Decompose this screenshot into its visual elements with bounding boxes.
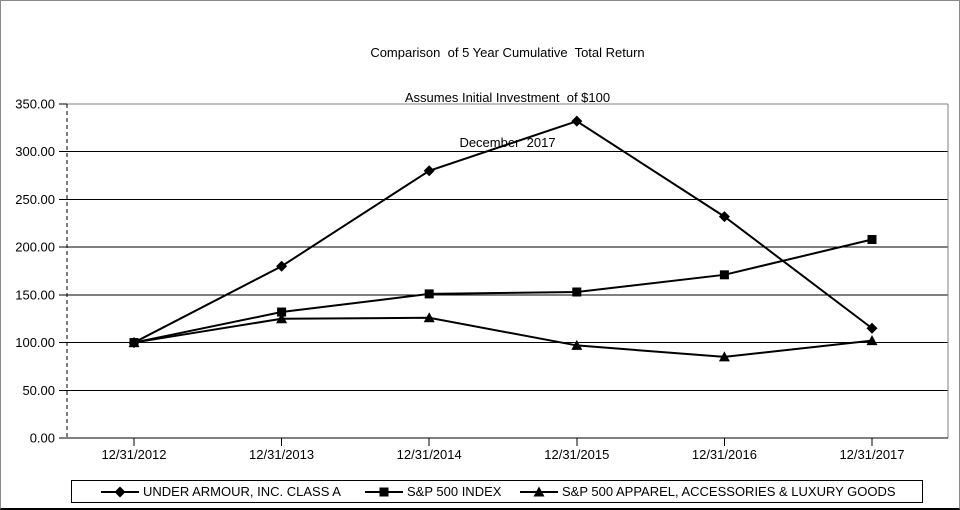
legend-marker-diamond — [101, 486, 139, 497]
triangle-marker — [128, 337, 140, 348]
x-axis-tick-label: 12/31/2016 — [692, 447, 757, 462]
legend-item-sp500-apparel: S&P 500 APPAREL, ACCESSORIES & LUXURY GO… — [520, 481, 896, 502]
x-axis-tick-label: 12/31/2014 — [397, 447, 462, 462]
chart-subtitle: Assumes Initial Investment of $100 — [404, 90, 611, 105]
diamond-marker — [114, 486, 126, 497]
series-line-1 — [133, 238, 873, 344]
series-line-2 — [133, 316, 873, 358]
y-axis-tick-label: 50.00 — [22, 383, 55, 398]
legend-marker-triangle — [520, 486, 558, 496]
legend-diamond-marker-icon — [101, 486, 139, 498]
x-axis-tick-label: 12/31/2013 — [249, 447, 314, 462]
triangle-marker — [571, 339, 583, 350]
legend-label-sp500: S&P 500 INDEX — [407, 484, 502, 499]
y-axis-tick-label: 150.00 — [15, 287, 55, 302]
y-axis-tick-label: 250.00 — [15, 192, 55, 207]
chart-title: Comparison of 5 Year Cumulative Total Re… — [370, 45, 645, 60]
square-marker — [572, 287, 582, 297]
y-axis-tick-label: 300.00 — [15, 144, 55, 159]
y-axis-tick-label: 0.00 — [30, 431, 55, 446]
triangle-marker — [276, 313, 288, 324]
legend-label-under-armour: UNDER ARMOUR, INC. CLASS A — [143, 484, 341, 499]
triangle-marker — [423, 312, 435, 323]
legend-item-sp500: S&P 500 INDEX — [365, 481, 501, 502]
chart-legend: UNDER ARMOUR, INC. CLASS A S&P 500 INDEX… — [71, 480, 923, 503]
y-axis-tick-label: 200.00 — [15, 240, 55, 255]
square-marker — [277, 307, 287, 317]
square-marker — [379, 487, 389, 496]
legend-marker-square — [365, 487, 403, 496]
triangle-marker — [866, 335, 878, 346]
diamond-marker — [718, 211, 730, 223]
series-line-0 — [133, 120, 873, 344]
legend-item-under-armour: UNDER ARMOUR, INC. CLASS A — [101, 481, 341, 502]
y-axis-tick-label: 100.00 — [15, 335, 55, 350]
square-marker — [867, 235, 877, 245]
legend-triangle-marker-icon — [520, 486, 558, 498]
diamond-marker — [423, 165, 435, 177]
triangle-marker — [718, 351, 730, 362]
x-axis-tick-label: 12/31/2015 — [544, 447, 609, 462]
diamond-marker — [571, 115, 583, 127]
diamond-marker — [276, 260, 288, 272]
diamond-marker — [866, 322, 878, 334]
triangle-marker — [533, 486, 545, 496]
x-axis-tick-label: 12/31/2017 — [839, 447, 904, 462]
square-marker — [424, 289, 434, 299]
legend-square-marker-icon — [365, 486, 403, 498]
x-axis-tick-label: 12/31/2012 — [101, 447, 166, 462]
legend-label-sp500-apparel: S&P 500 APPAREL, ACCESSORIES & LUXURY GO… — [562, 484, 896, 499]
square-marker — [719, 270, 729, 280]
y-axis-tick-label: 350.00 — [15, 97, 55, 112]
